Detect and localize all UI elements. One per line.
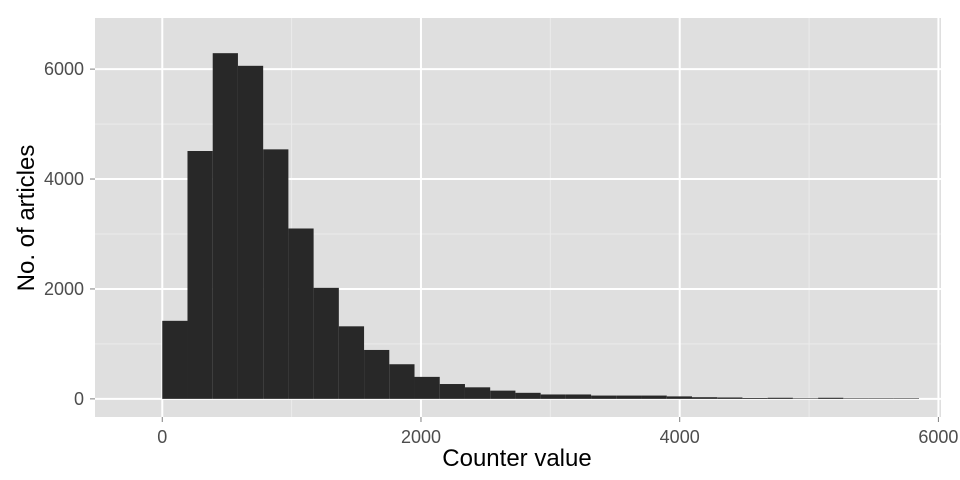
histogram-bar [515, 392, 541, 399]
x-tick-label: 0 [157, 427, 167, 447]
histogram-bar [389, 364, 415, 399]
y-axis-ticks: 0 2000 4000 6000 [44, 59, 95, 409]
histogram-bar [464, 387, 491, 399]
histogram-bar [212, 53, 238, 399]
x-tick-label: 4000 [660, 427, 700, 447]
histogram-bar [364, 349, 390, 399]
histogram-bar [742, 398, 768, 399]
histogram-bar [843, 398, 869, 399]
histogram-bar [414, 376, 440, 399]
histogram-bar [641, 395, 667, 399]
x-axis-title: Counter value [442, 445, 591, 472]
histogram-bar [237, 65, 264, 399]
histogram-bar [818, 397, 844, 399]
histogram-bar [666, 396, 692, 399]
histogram-bar [565, 394, 592, 399]
histogram-bar [263, 149, 289, 399]
histogram-bars [162, 53, 920, 399]
histogram-bar [490, 390, 516, 399]
y-tick-label: 0 [74, 389, 84, 409]
histogram-bar [439, 384, 465, 399]
histogram-bar [893, 398, 920, 399]
histogram-bar [313, 287, 339, 399]
y-tick-label: 2000 [44, 279, 84, 299]
histogram-bar [717, 397, 743, 399]
histogram-bar [691, 397, 718, 399]
histogram-bar [767, 397, 793, 399]
histogram-bar [540, 394, 566, 399]
y-tick-label: 4000 [44, 169, 84, 189]
histogram-bar [792, 398, 819, 399]
x-tick-label: 2000 [401, 427, 441, 447]
histogram-bar [591, 395, 617, 399]
histogram-bar [187, 151, 213, 399]
x-axis-ticks: 0 2000 4000 6000 [157, 417, 958, 447]
histogram-bar [162, 320, 188, 399]
histogram-bar [868, 398, 894, 399]
histogram-bar [338, 326, 365, 399]
y-axis-title: No. of articles [13, 145, 40, 292]
histogram-bar [288, 228, 314, 399]
y-tick-label: 6000 [44, 59, 84, 79]
x-tick-label: 6000 [918, 427, 958, 447]
histogram-bar [616, 395, 642, 399]
